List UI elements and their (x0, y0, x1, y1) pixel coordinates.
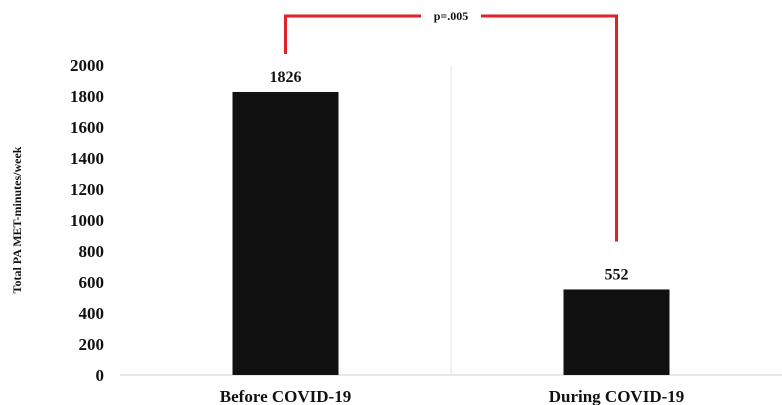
bar-data-label: 552 (605, 266, 629, 283)
y-tick-label: 800 (79, 242, 105, 261)
bar-data-label: 1826 (270, 69, 302, 86)
y-axis-tick-labels: 0 200 400 600 800 1000 1200 1400 1600 1800 2000 (70, 56, 104, 385)
p-value-label: p=.005 (434, 9, 469, 23)
x-category-label: Before COVID-19 (220, 387, 351, 405)
y-tick-label: 2000 (70, 56, 104, 75)
y-tick-label: 1800 (70, 87, 104, 106)
y-tick-label: 0 (96, 366, 105, 385)
y-tick-label: 200 (79, 335, 105, 354)
x-category-label: During COVID-19 (549, 387, 685, 405)
data-labels-group: 1826 552 (270, 69, 629, 283)
bar (232, 91, 339, 375)
y-tick-label: 1400 (70, 149, 104, 168)
x-axis-category-labels: Before COVID-19 During COVID-19 (220, 387, 684, 405)
y-axis-label: Total PA MET-minutes/week (10, 146, 24, 293)
y-tick-label: 400 (79, 304, 105, 323)
y-tick-label: 1000 (70, 211, 104, 230)
bars-group (232, 91, 670, 375)
bar (563, 289, 670, 375)
y-tick-label: 1200 (70, 180, 104, 199)
p-value-label-background (421, 10, 481, 22)
y-tick-label: 600 (79, 273, 105, 292)
y-tick-label: 1600 (70, 118, 104, 137)
